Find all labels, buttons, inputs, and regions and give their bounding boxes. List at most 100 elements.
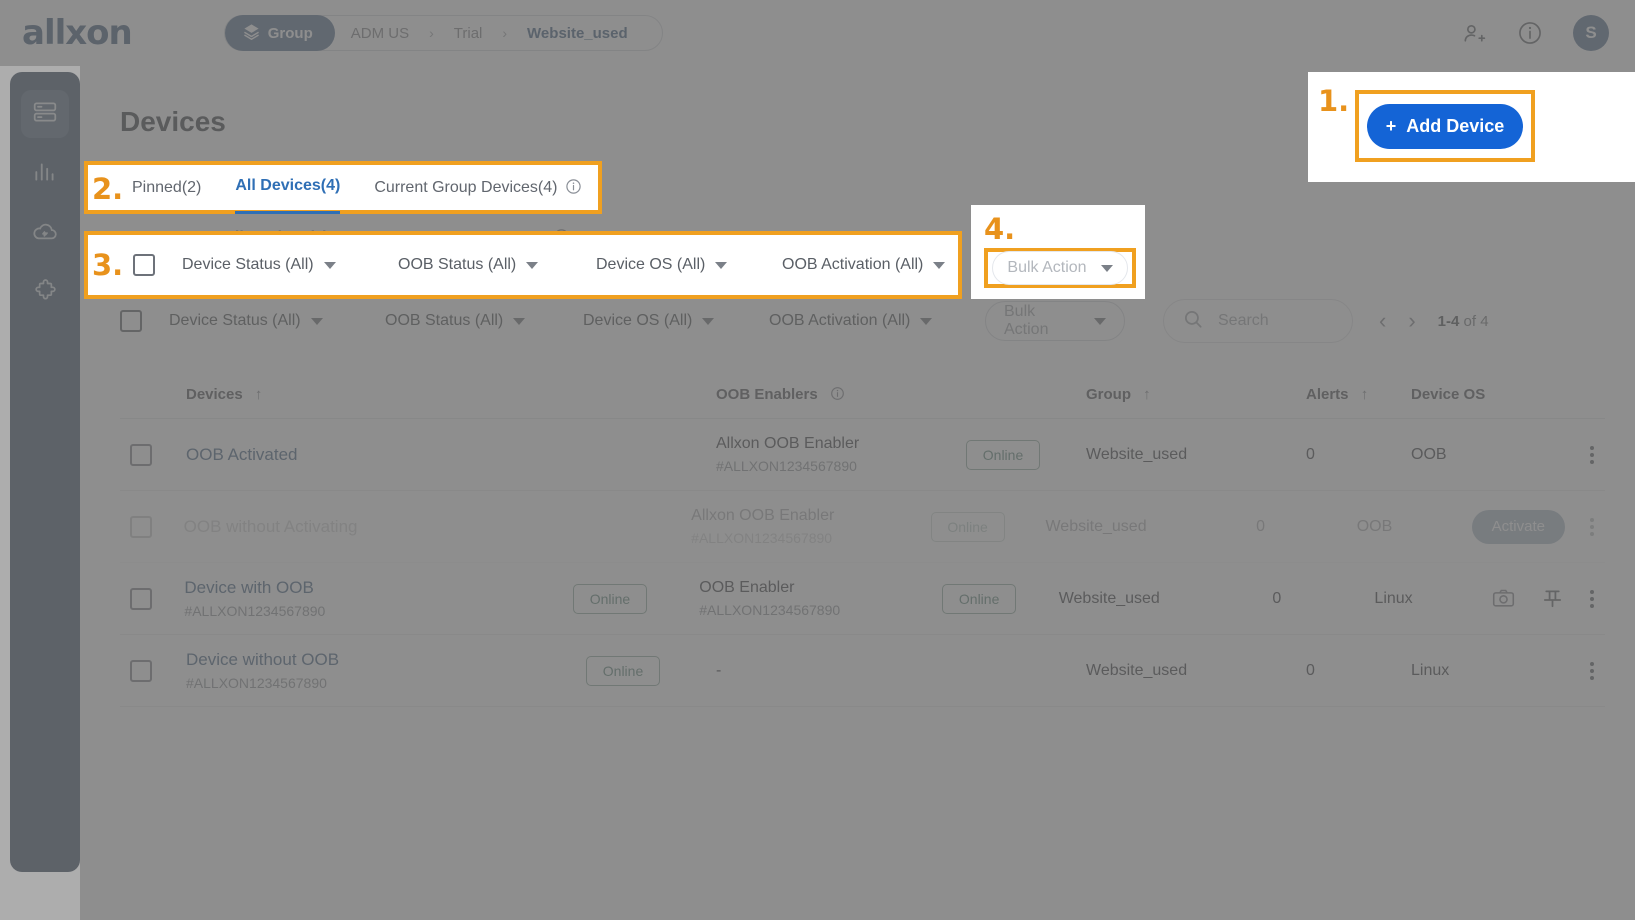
status-badge: Online <box>966 439 1040 470</box>
tab-pinned-label: Pinned(2) <box>132 178 202 196</box>
pagination-range: 1-4 of 4 <box>1438 313 1489 330</box>
breadcrumb-item-0[interactable]: ADM US <box>350 24 410 42</box>
filter-device-os[interactable]: Device OS (All) <box>596 256 782 274</box>
breadcrumb-group-label: Group <box>267 24 313 42</box>
select-all-checkbox[interactable] <box>133 254 155 276</box>
row-menu-button[interactable] <box>1589 515 1595 539</box>
sidebar-item-devices[interactable] <box>21 90 69 138</box>
tab-current-group-devices[interactable]: Current Group Devices(4) <box>374 161 582 214</box>
row-checkbox[interactable] <box>130 659 152 682</box>
sidebar-item-deployment[interactable] <box>21 210 69 258</box>
info-icon[interactable] <box>1517 20 1543 46</box>
pagination: ‹ › 1-4 of 4 <box>1379 308 1489 334</box>
table-row[interactable]: OOB without Activating Allxon OOB Enable… <box>120 491 1605 563</box>
bulk-action-label: Bulk Action <box>1007 259 1087 276</box>
alerts-count: 0 <box>1256 517 1266 535</box>
enabler-id: #ALLXON1234567890 <box>716 458 857 474</box>
filter-device-os-label: Device OS (All) <box>596 256 706 273</box>
row-checkbox[interactable] <box>130 587 152 610</box>
bulk-action-dropdown[interactable]: Bulk Action <box>985 301 1125 341</box>
cloud-sync-icon <box>31 218 59 251</box>
chevron-down-icon <box>310 317 323 325</box>
chevron-down-icon <box>702 317 715 325</box>
breadcrumb-item-1[interactable]: Trial <box>453 24 483 42</box>
enabler-name: Allxon OOB Enabler <box>691 507 835 524</box>
filter-oob-activation-label: OOB Activation (All) <box>769 312 911 329</box>
row-menu-button[interactable] <box>1589 659 1595 683</box>
bar-chart-icon <box>32 159 58 190</box>
row-checkbox[interactable] <box>130 515 152 538</box>
device-filters-highlighted: Device Status (All) OOB Status (All) Dev… <box>133 231 982 299</box>
info-icon[interactable] <box>830 386 845 403</box>
column-header-oob-enablers[interactable]: OOB Enablers <box>716 386 966 403</box>
sidebar <box>10 72 80 872</box>
filter-oob-activation-label: OOB Activation (All) <box>782 256 924 273</box>
avatar[interactable]: S <box>1573 15 1609 51</box>
device-name-link[interactable]: OOB Activated <box>186 444 298 464</box>
table-row[interactable]: Device without OOB #ALLXON1234567890 Onl… <box>120 635 1605 707</box>
tab-all-devices[interactable]: All Devices(4) <box>235 161 341 214</box>
column-header-group[interactable]: Group ↑ <box>1086 386 1151 403</box>
row-checkbox[interactable] <box>130 443 152 466</box>
pin-icon[interactable] <box>1540 586 1565 611</box>
add-device-button[interactable]: + Add Device <box>1367 104 1523 149</box>
filter-device-os[interactable]: Device OS (All) <box>583 312 769 330</box>
chevron-down-icon <box>513 317 526 325</box>
device-os: Linux <box>1411 661 1450 679</box>
device-name-label: OOB without Activating <box>183 516 358 536</box>
breadcrumb-separator-0: › <box>429 25 434 41</box>
add-user-icon[interactable] <box>1461 20 1487 46</box>
enabler-name: Allxon OOB Enabler <box>716 435 860 452</box>
breadcrumb: Group ADM US › Trial › Website_used <box>223 15 663 51</box>
allxon-logo[interactable]: allxon <box>22 13 133 53</box>
table-header-row: Devices ↑ OOB Enablers <box>120 371 1605 419</box>
device-id: #ALLXON1234567890 <box>184 603 326 619</box>
search-input[interactable]: Search <box>1163 299 1353 343</box>
row-menu-button[interactable] <box>1589 443 1595 467</box>
pagination-prev[interactable]: ‹ <box>1379 308 1387 333</box>
column-header-devices[interactable]: Devices ↑ <box>186 386 263 403</box>
tab-current-group-devices-label: Current Group Devices(4) <box>374 178 558 196</box>
enabler-name: OOB Enabler <box>699 579 795 596</box>
row-menu-button[interactable] <box>1589 587 1595 611</box>
activate-button[interactable]: Activate <box>1471 509 1565 544</box>
alerts-count: 0 <box>1306 661 1315 679</box>
enabler-name: - <box>716 661 722 679</box>
plus-icon: + <box>1385 116 1397 136</box>
filter-device-status[interactable]: Device Status (All) <box>169 312 385 330</box>
chevron-down-icon <box>323 261 336 269</box>
chevron-down-icon <box>933 261 946 269</box>
tab-pinned[interactable]: Pinned(2) <box>132 161 201 214</box>
breadcrumb-item-2[interactable]: Website_used <box>527 24 628 42</box>
search-placeholder: Search <box>1218 312 1269 329</box>
sidebar-item-analytics[interactable] <box>21 150 69 198</box>
tab-all-devices-label: All Devices(4) <box>235 177 341 194</box>
search-icon <box>1182 308 1204 335</box>
column-header-alerts[interactable]: Alerts ↑ <box>1306 386 1369 403</box>
filter-device-status[interactable]: Device Status (All) <box>182 256 398 274</box>
info-icon[interactable] <box>565 178 582 197</box>
status-badge: Online <box>930 511 1005 542</box>
device-name-link[interactable]: Device with OOB <box>184 578 314 597</box>
camera-icon[interactable] <box>1491 586 1516 611</box>
column-header-device-os: Device OS <box>1411 386 1486 403</box>
device-name-link[interactable]: Device without OOB <box>186 650 340 669</box>
page-title: Devices <box>120 106 226 137</box>
filter-oob-activation[interactable]: OOB Activation (All) <box>769 312 985 330</box>
sort-ascending-icon: ↑ <box>1143 386 1151 403</box>
select-all-checkbox[interactable] <box>120 310 142 332</box>
sidebar-item-plugins[interactable] <box>21 270 69 318</box>
filter-oob-status[interactable]: OOB Status (All) <box>398 256 596 274</box>
pagination-next[interactable]: › <box>1408 308 1416 333</box>
table-row[interactable]: OOB Activated Allxon OOB Enabler #ALLXON… <box>120 419 1605 491</box>
filter-device-status-label: Device Status (All) <box>169 312 301 329</box>
bulk-action-dropdown[interactable]: Bulk Action <box>992 251 1128 285</box>
status-badge: Online <box>942 583 1017 614</box>
bulk-action-label: Bulk Action <box>1004 303 1049 338</box>
status-badge: Online <box>586 655 660 686</box>
table-row[interactable]: Device with OOB #ALLXON1234567890 Online… <box>120 563 1605 635</box>
breadcrumb-group-button[interactable]: Group <box>224 15 335 51</box>
filter-oob-activation[interactable]: OOB Activation (All) <box>782 256 982 274</box>
filter-oob-status[interactable]: OOB Status (All) <box>385 312 583 330</box>
